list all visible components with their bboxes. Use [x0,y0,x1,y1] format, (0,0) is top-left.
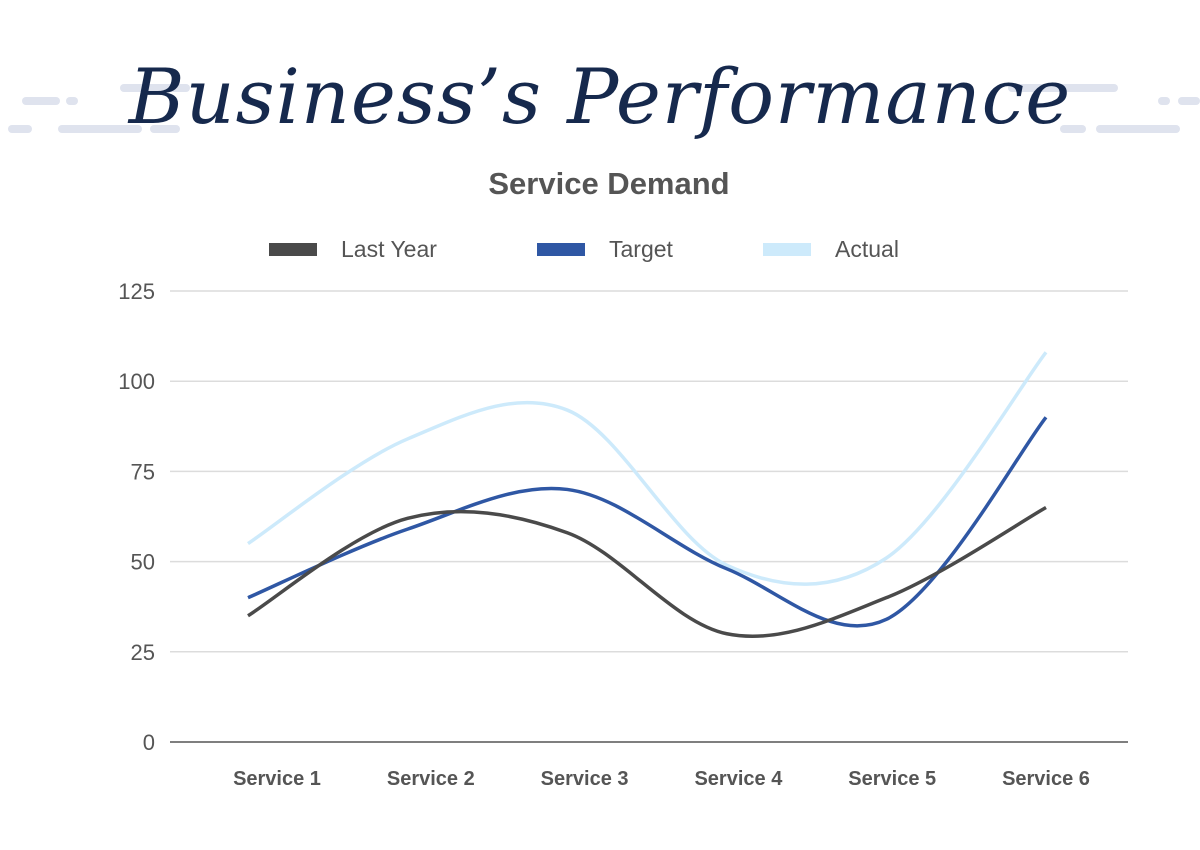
legend-label: Target [609,236,673,262]
x-tick-label: Service 4 [694,768,783,790]
x-tick-label: Service 3 [541,768,629,790]
legend-swatch [269,243,317,256]
x-tick-label: Service 5 [848,768,936,790]
legend-swatch [763,243,811,256]
decor-dash [1008,84,1118,92]
decor-dash [58,125,142,133]
decor-dash [150,125,180,133]
decor-dash [120,84,190,92]
y-tick-label: 125 [118,279,155,304]
y-tick-label: 0 [143,730,155,755]
legend-label: Actual [835,236,899,262]
x-tick-label: Service 1 [233,768,321,790]
legend-item-target: Target [537,236,673,263]
legend-label: Last Year [341,236,437,262]
y-tick-label: 25 [131,640,155,665]
decor-dash [1158,97,1170,105]
series-line-actual [247,351,1048,586]
series-line-target [247,416,1048,628]
decor-dash [66,97,78,105]
decor-dash [1096,125,1180,133]
decor-dash [8,125,32,133]
legend-item-actual: Actual [763,236,899,263]
decor-dash [1178,97,1200,105]
legend-swatch [537,243,585,256]
y-tick-label: 75 [131,459,155,484]
series-line-last-year [247,505,1047,639]
x-tick-label: Service 2 [387,768,475,790]
y-tick-label: 50 [131,550,155,575]
decor-dash [22,97,60,105]
decor-dash [1060,125,1086,133]
page-title: Business’s Performance [128,52,1072,141]
y-tick-label: 100 [118,369,155,394]
chart-title: Service Demand [488,166,730,201]
x-tick-label: Service 6 [1002,768,1090,790]
legend-item-last-year: Last Year [269,236,437,263]
